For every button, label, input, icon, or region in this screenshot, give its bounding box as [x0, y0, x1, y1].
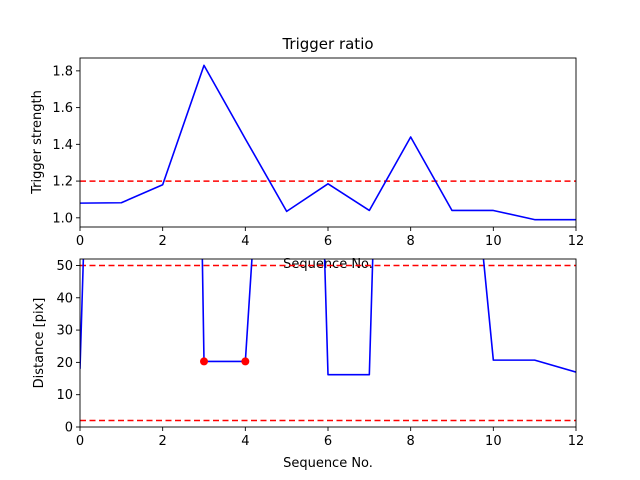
x-tick-label: 10: [485, 234, 502, 249]
x-tick-label: 12: [568, 434, 585, 449]
y-axis-label: Trigger strength: [30, 90, 45, 195]
data-point-marker: [241, 357, 250, 366]
series-line: [80, 64, 576, 221]
x-tick-label: 2: [159, 234, 167, 249]
y-tick-label: 1.8: [52, 64, 73, 79]
y-axis-label: Distance [pix]: [32, 298, 47, 389]
x-tick-label: 10: [485, 434, 502, 449]
data-point-marker: [200, 357, 208, 366]
distance-chart: Distance [pix] Sequence No. 0 2 4 6 8 10 12 0 10…: [32, 258, 585, 471]
axes-frame: [79, 258, 577, 428]
x-tick-label: 8: [407, 434, 415, 449]
series-line: [80, 259, 576, 376]
axes-frame: [79, 57, 577, 228]
x-axis-label: Sequence No.: [283, 257, 373, 272]
plot-area: 0 2 4 6 8 10 12 0 10 20 30 40 50: [56, 258, 585, 449]
x-tick-label: 4: [241, 234, 249, 249]
x-tick-label: 6: [324, 234, 332, 249]
y-tick-label: 1.2: [52, 175, 73, 190]
x-tick-label: 8: [407, 234, 415, 249]
y-tick-label: 1.6: [52, 101, 73, 116]
x-axis-label: Sequence No.: [283, 456, 373, 471]
chart-title: Trigger ratio: [281, 35, 373, 53]
y-tick-label: 0: [65, 421, 73, 436]
trigger-ratio-chart: Trigger ratio Trigger strength Sequence …: [30, 35, 584, 272]
y-tick-label: 10: [56, 388, 73, 403]
y-tick-label: 40: [56, 291, 73, 306]
plot-area: 0 2 4 6 8 10 12 1.0 1.2 1.4 1.6 1.8: [52, 57, 585, 249]
y-tick-label: 1.0: [52, 211, 73, 226]
x-tick-label: 2: [159, 434, 167, 449]
x-tick-label: 0: [76, 234, 84, 249]
y-tick-label: 30: [56, 324, 73, 339]
x-tick-label: 12: [568, 234, 585, 249]
x-tick-label: 0: [76, 434, 84, 449]
x-tick-label: 4: [241, 434, 249, 449]
y-tick-label: 20: [56, 356, 73, 371]
y-tick-label: 1.4: [52, 138, 73, 153]
y-tick-label: 50: [56, 259, 73, 274]
x-tick-label: 6: [324, 434, 332, 449]
